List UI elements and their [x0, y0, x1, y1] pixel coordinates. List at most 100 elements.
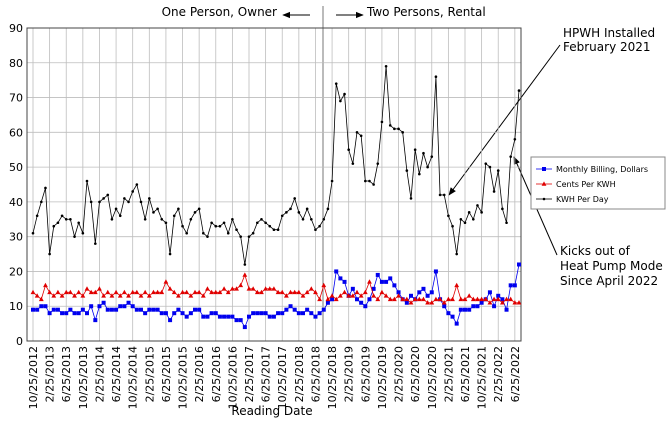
point	[505, 221, 508, 225]
point	[272, 228, 276, 232]
point	[462, 296, 468, 302]
point	[350, 293, 356, 298]
point	[372, 183, 375, 186]
point	[310, 217, 313, 221]
point	[59, 293, 65, 298]
point	[330, 179, 334, 183]
point	[243, 263, 247, 266]
point	[343, 92, 346, 96]
point	[180, 311, 185, 316]
point	[354, 289, 360, 295]
point	[471, 304, 476, 309]
point	[472, 217, 475, 221]
point	[94, 242, 97, 245]
point	[121, 289, 127, 295]
point	[31, 231, 35, 235]
point	[177, 207, 180, 211]
point	[446, 311, 451, 316]
point	[450, 314, 455, 319]
point	[355, 131, 359, 134]
point	[339, 99, 342, 103]
x-tick-label: 6/25/2014	[110, 346, 123, 402]
point	[213, 311, 218, 316]
x-tick-label: 2/25/2020	[393, 346, 406, 402]
legend-label: KWH Per Day	[556, 195, 609, 204]
point	[447, 214, 450, 218]
point	[34, 293, 40, 298]
point	[470, 296, 476, 302]
point	[367, 297, 372, 302]
point	[355, 297, 359, 302]
point	[318, 224, 321, 228]
point	[259, 311, 264, 316]
point	[172, 311, 177, 316]
point	[146, 293, 152, 298]
point	[250, 286, 256, 291]
point	[392, 283, 397, 288]
point	[321, 307, 326, 312]
point	[296, 311, 301, 316]
point	[305, 207, 309, 211]
point	[105, 289, 111, 295]
point	[230, 314, 235, 319]
point	[254, 289, 260, 295]
point	[105, 307, 110, 312]
point	[293, 197, 296, 200]
point	[106, 193, 110, 197]
point	[201, 314, 206, 319]
x-tick-label: 2/25/2018	[293, 346, 306, 402]
point	[263, 286, 269, 291]
point	[297, 211, 301, 214]
point	[292, 289, 298, 295]
point	[288, 289, 293, 295]
point	[155, 289, 161, 295]
point	[492, 304, 497, 309]
point	[430, 155, 434, 158]
point	[308, 286, 314, 291]
point	[47, 311, 52, 316]
point	[380, 120, 384, 124]
point	[376, 162, 380, 165]
point	[268, 224, 272, 228]
y-tick-label: 40	[9, 196, 23, 209]
point	[101, 293, 107, 298]
point	[325, 300, 330, 305]
point	[168, 318, 173, 323]
point	[483, 296, 489, 302]
point	[480, 211, 483, 214]
point	[467, 211, 471, 214]
point	[292, 307, 297, 312]
point	[238, 282, 244, 288]
point	[488, 165, 492, 169]
point	[200, 293, 206, 298]
point	[52, 224, 56, 228]
point	[51, 293, 57, 298]
x-tick-label: 6/25/2019	[359, 346, 372, 402]
point	[367, 279, 372, 284]
point	[442, 193, 446, 197]
point	[513, 137, 517, 141]
point	[159, 311, 164, 316]
series-line	[32, 66, 520, 265]
point	[284, 307, 289, 312]
point	[175, 293, 181, 298]
point	[433, 296, 439, 302]
point	[139, 200, 143, 204]
point	[325, 296, 331, 302]
point	[375, 272, 380, 277]
point	[184, 314, 189, 319]
annotation: One Person, Owner	[162, 5, 277, 19]
x-tick-label: 10/25/2016	[226, 346, 239, 409]
y-tick-label: 90	[9, 22, 23, 35]
point	[267, 314, 272, 319]
point	[433, 269, 438, 274]
point	[368, 179, 371, 183]
point	[209, 311, 214, 316]
point	[276, 228, 280, 232]
point	[122, 304, 127, 309]
x-tick-label: 6/25/2021	[459, 346, 472, 402]
point	[47, 289, 53, 295]
annotation: Since April 2022	[560, 274, 658, 288]
point	[397, 127, 400, 131]
point	[246, 286, 252, 291]
